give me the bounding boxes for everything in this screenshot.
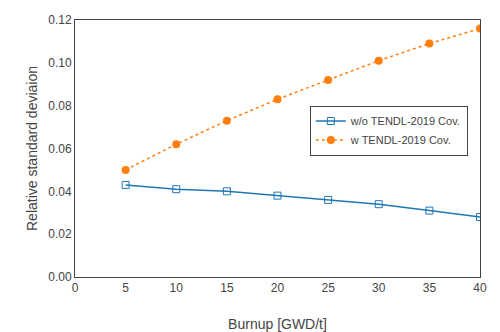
svg-text:0: 0 bbox=[72, 281, 79, 295]
svg-text:0.00: 0.00 bbox=[48, 270, 72, 284]
svg-text:25: 25 bbox=[321, 281, 335, 295]
svg-text:20: 20 bbox=[271, 281, 285, 295]
svg-text:5: 5 bbox=[122, 281, 129, 295]
svg-text:Burnup [GWD/t]: Burnup [GWD/t] bbox=[228, 316, 327, 332]
svg-text:0.02: 0.02 bbox=[48, 227, 72, 241]
svg-text:35: 35 bbox=[423, 281, 437, 295]
svg-text:w TENDL-2019 Cov.: w TENDL-2019 Cov. bbox=[350, 134, 451, 146]
svg-text:0.04: 0.04 bbox=[48, 185, 72, 199]
svg-text:0.08: 0.08 bbox=[48, 99, 72, 113]
svg-text:15: 15 bbox=[220, 281, 234, 295]
svg-text:Relative standard deviaion: Relative standard deviaion bbox=[24, 66, 40, 231]
svg-text:0.10: 0.10 bbox=[48, 56, 72, 70]
svg-text:30: 30 bbox=[372, 281, 386, 295]
svg-text:0.06: 0.06 bbox=[48, 142, 72, 156]
svg-text:10: 10 bbox=[170, 281, 184, 295]
svg-text:0.12: 0.12 bbox=[48, 13, 72, 27]
svg-text:40: 40 bbox=[473, 281, 487, 295]
svg-text:w/o TENDL-2019 Cov.: w/o TENDL-2019 Cov. bbox=[350, 115, 460, 127]
